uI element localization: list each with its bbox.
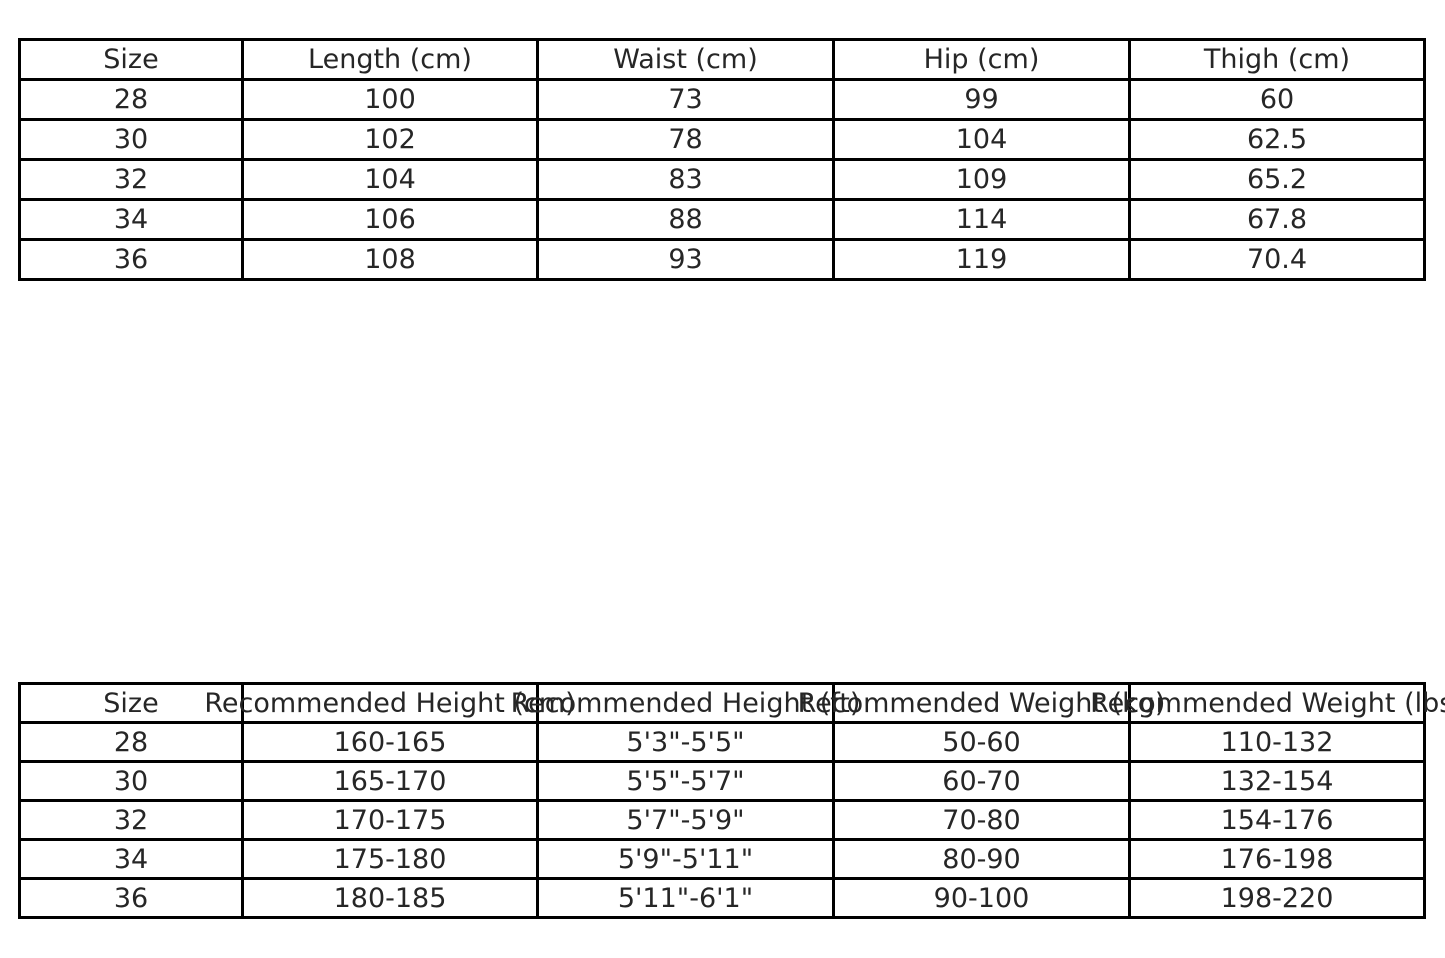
table-cell: 60 [1131, 81, 1426, 121]
column-header-label: Recommended Height (cm) [204, 687, 576, 719]
table-cell: 110-132 [1131, 724, 1426, 763]
table-cell: 67.8 [1131, 201, 1426, 241]
table-cell: 90-100 [835, 880, 1131, 919]
table-cell: 132-154 [1131, 763, 1426, 802]
table-cell: 28 [21, 724, 244, 763]
table-cell: 99 [835, 81, 1131, 121]
table-cell: 106 [244, 201, 539, 241]
column-header-height-ft: Recommended Height (ft) [511, 685, 860, 724]
table-cell: 5'7"-5'9" [539, 802, 835, 841]
table-cell: 104 [244, 161, 539, 201]
column-header-label: Hip (cm) [923, 44, 1040, 75]
table-cell: 102 [244, 121, 539, 161]
table-cell: 70-80 [835, 802, 1131, 841]
column-header-label: Recommended Height (ft) [510, 687, 861, 719]
table-cell: 28 [21, 81, 244, 121]
column-header-label: Size [103, 44, 159, 75]
table-cell: 32 [21, 161, 244, 201]
table-cell: 32 [21, 802, 244, 841]
table-cell: 119 [835, 241, 1131, 281]
column-header-label: Recommended Weight (lbs) [1090, 687, 1445, 719]
table-cell: 170-175 [244, 802, 539, 841]
table-cell: 198-220 [1131, 880, 1426, 919]
table-cell: 30 [21, 121, 244, 161]
table-cell: 36 [21, 880, 244, 919]
table-cell: 60-70 [835, 763, 1131, 802]
table-cell: 93 [539, 241, 835, 281]
table-cell: 36 [21, 241, 244, 281]
column-header-label: Length (cm) [308, 44, 472, 75]
table-cell: 108 [244, 241, 539, 281]
measurements-table: Size Length (cm) Waist (cm) Hip (cm) Thi… [18, 38, 1426, 281]
table-cell: 5'5"-5'7" [539, 763, 835, 802]
table-cell: 50-60 [835, 724, 1131, 763]
table-cell: 88 [539, 201, 835, 241]
column-header-hip: Hip (cm) [835, 41, 1131, 81]
table-cell: 109 [835, 161, 1131, 201]
column-header-thigh: Thigh (cm) [1131, 41, 1426, 81]
table-cell: 114 [835, 201, 1131, 241]
table-cell: 165-170 [244, 763, 539, 802]
column-header-size: Size [21, 685, 244, 724]
table-cell: 180-185 [244, 880, 539, 919]
table-cell: 70.4 [1131, 241, 1426, 281]
column-header-waist: Waist (cm) [539, 41, 835, 81]
table-cell: 65.2 [1131, 161, 1426, 201]
table-cell: 104 [835, 121, 1131, 161]
recommendations-table: Size Recommended Height (cm) Recommended… [18, 682, 1445, 919]
table-cell: 30 [21, 763, 244, 802]
table-cell: 175-180 [244, 841, 539, 880]
table-cell: 80-90 [835, 841, 1131, 880]
column-header-label: Thigh (cm) [1203, 44, 1351, 75]
table-cell: 5'9"-5'11" [539, 841, 835, 880]
table-cell: 73 [539, 81, 835, 121]
table-cell: 176-198 [1131, 841, 1426, 880]
column-header-label: Recommended Weight (kg) [797, 687, 1166, 719]
table-cell: 34 [21, 201, 244, 241]
column-header-label: Waist (cm) [613, 44, 758, 75]
table-cell: 78 [539, 121, 835, 161]
column-header-weight-lbs: Recommended Weight (lbs) [1090, 685, 1445, 724]
column-header-length: Length (cm) [244, 41, 539, 81]
table-cell: 5'11"-6'1" [539, 880, 835, 919]
table-cell: 83 [539, 161, 835, 201]
table-cell: 62.5 [1131, 121, 1426, 161]
table-cell: 154-176 [1131, 802, 1426, 841]
table-cell: 5'3"-5'5" [539, 724, 835, 763]
table-cell: 100 [244, 81, 539, 121]
table-cell: 160-165 [244, 724, 539, 763]
table-cell: 34 [21, 841, 244, 880]
column-header-weight-kg: Recommended Weight (kg) [798, 685, 1165, 724]
column-header-size: Size [21, 41, 244, 81]
column-header-height-cm: Recommended Height (cm) [204, 685, 576, 724]
column-header-label: Size [103, 687, 159, 719]
